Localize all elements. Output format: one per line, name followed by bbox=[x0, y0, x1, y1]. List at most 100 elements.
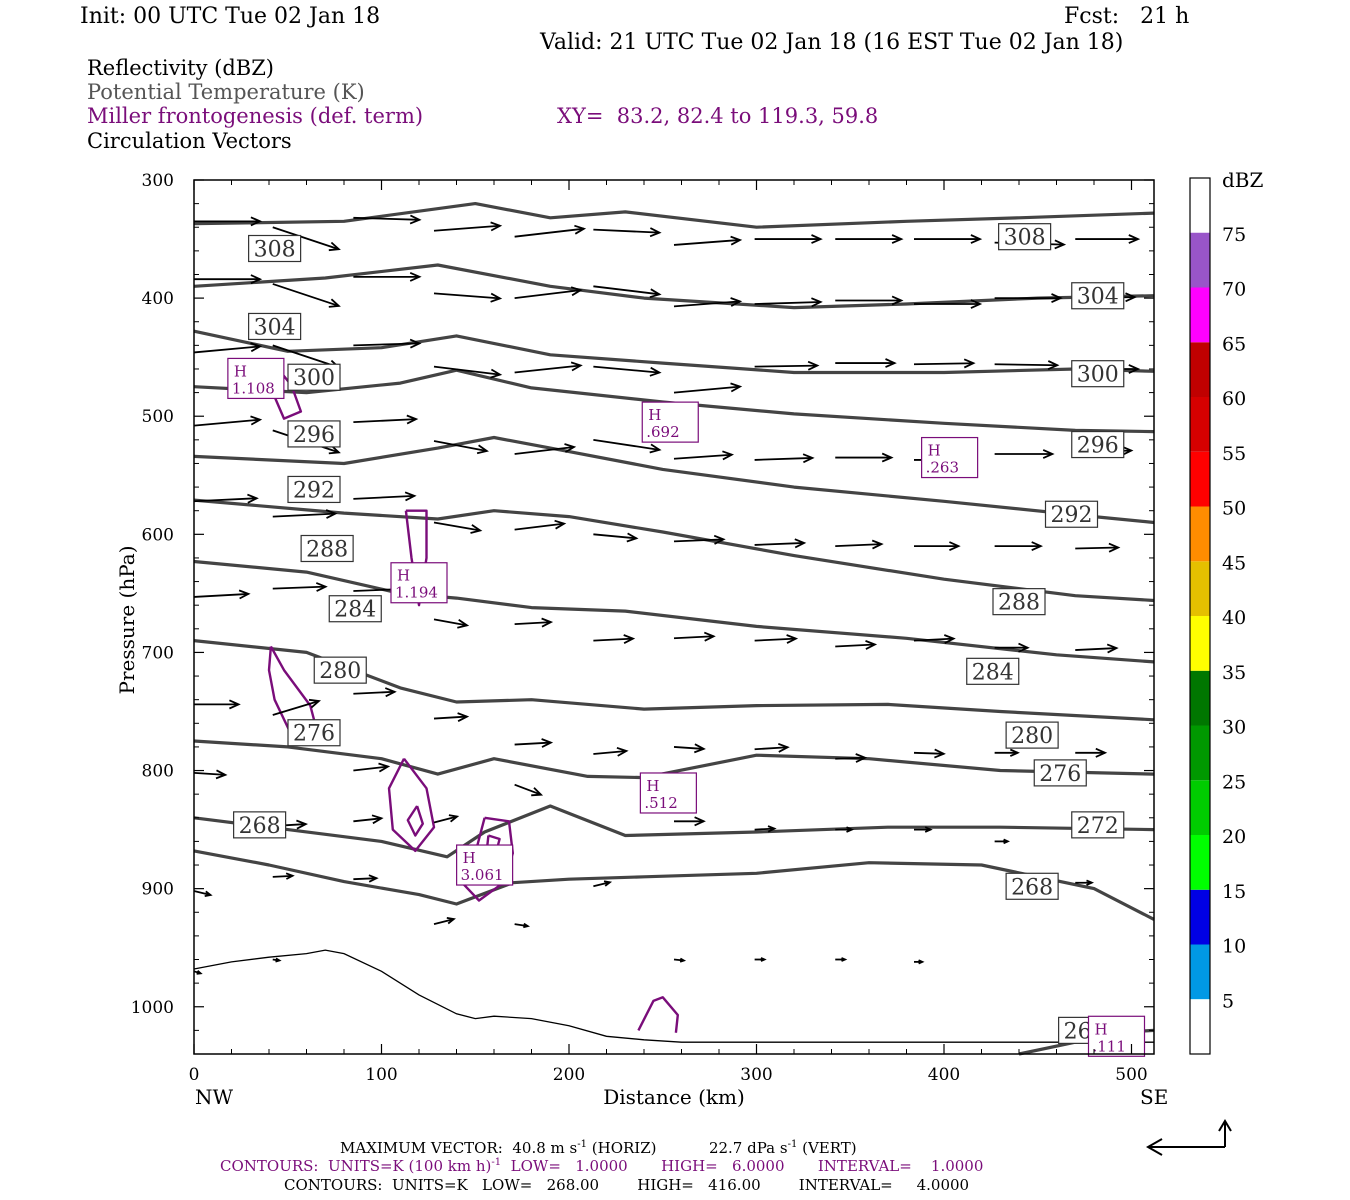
vector-shaft bbox=[433, 815, 458, 824]
x-tick-label: 500 bbox=[1115, 1065, 1147, 1085]
theta-label-text: 268 bbox=[1011, 875, 1053, 900]
vector-head bbox=[807, 360, 820, 371]
vector-head bbox=[1121, 445, 1134, 456]
vector-head bbox=[891, 295, 904, 306]
vector-head bbox=[541, 738, 554, 748]
vector-head bbox=[1047, 360, 1060, 371]
circulation-vector bbox=[593, 746, 629, 757]
vector-shaft bbox=[593, 637, 634, 642]
vector-head bbox=[616, 746, 629, 757]
vector-head bbox=[1095, 747, 1108, 758]
circulation-vector bbox=[754, 234, 823, 244]
circulation-vector bbox=[433, 440, 489, 455]
colorbar-segment bbox=[1190, 451, 1210, 507]
vector-head bbox=[841, 957, 848, 962]
theta-label-box bbox=[248, 312, 302, 341]
circulation-vector bbox=[514, 519, 567, 531]
circulation-vector bbox=[514, 361, 583, 374]
vector-head bbox=[918, 959, 925, 965]
theta-label-text: 288 bbox=[998, 591, 1040, 616]
circulation-vector bbox=[433, 917, 456, 925]
vector-shaft bbox=[193, 772, 226, 776]
vector-head bbox=[623, 634, 636, 644]
vector-head bbox=[855, 753, 868, 763]
vector-head bbox=[846, 826, 855, 833]
circulation-vector bbox=[914, 541, 961, 552]
theta-label-text: 300 bbox=[1077, 363, 1119, 388]
colorbar-tick-label: 35 bbox=[1222, 662, 1246, 684]
vector-shaft bbox=[514, 741, 551, 746]
circulation-vector bbox=[673, 743, 706, 754]
vector-head bbox=[229, 699, 241, 710]
theta-label: 296 bbox=[1071, 430, 1125, 459]
vector-shaft bbox=[193, 418, 261, 427]
theta-label-text: 276 bbox=[1039, 762, 1081, 787]
vector-shaft bbox=[754, 457, 813, 461]
y-tick-label: 800 bbox=[142, 762, 174, 782]
vector-shaft bbox=[433, 440, 487, 452]
theta-label: 276 bbox=[1033, 759, 1087, 787]
forecast-hour-label: Fcst: 21 h bbox=[1064, 4, 1190, 29]
theta-contour-292 bbox=[193, 435, 1155, 525]
x-right-end-label: SE bbox=[1140, 1085, 1168, 1109]
vector-shaft bbox=[193, 345, 261, 354]
y-tick-label: 500 bbox=[142, 407, 174, 427]
theta-label-box bbox=[300, 534, 354, 563]
theta-label-box bbox=[313, 656, 367, 684]
theta-label: 296 bbox=[287, 420, 341, 448]
vector-head bbox=[328, 444, 341, 455]
vector-head bbox=[649, 288, 662, 299]
vector-shaft bbox=[593, 285, 660, 296]
vector-shaft bbox=[272, 226, 340, 251]
vector-head bbox=[215, 769, 228, 780]
x-tick-label: 0 bbox=[189, 1065, 200, 1085]
vector-shaft bbox=[1075, 647, 1117, 651]
vector-head bbox=[250, 216, 263, 227]
frontogenesis-high-label: H.111 bbox=[1087, 1015, 1146, 1057]
colorbar-segment bbox=[1190, 232, 1210, 288]
vector-head bbox=[649, 443, 662, 454]
frontogenesis-high-label: H.692 bbox=[641, 401, 699, 443]
circulation-vector bbox=[353, 874, 379, 883]
vector-shaft bbox=[514, 522, 565, 531]
theta-contours-line: CONTOURS: UNITS=K LOW= 268.00 HIGH= 416.… bbox=[284, 1176, 970, 1194]
vector-head bbox=[760, 957, 767, 962]
circulation-vector bbox=[754, 297, 823, 308]
circulation-vector bbox=[835, 826, 855, 833]
vector-head bbox=[1128, 234, 1141, 244]
theta-contour-300 bbox=[193, 329, 1155, 375]
vector-head bbox=[694, 816, 706, 827]
circulation-vector bbox=[994, 449, 1055, 459]
x-tick-label: 300 bbox=[740, 1065, 772, 1085]
circulation-vector bbox=[433, 814, 460, 824]
circulation-vector bbox=[593, 285, 662, 299]
vector-head bbox=[649, 227, 662, 238]
frontogenesis-high-label: H.512 bbox=[639, 772, 697, 814]
colorbar-tick-label: 65 bbox=[1222, 333, 1246, 355]
vector-head bbox=[490, 221, 503, 232]
vector-head bbox=[315, 582, 328, 592]
high-label-value: .111 bbox=[1093, 1037, 1126, 1055]
circulation-vector bbox=[514, 443, 577, 455]
terrain-line bbox=[193, 949, 1154, 1043]
high-label-box bbox=[456, 844, 514, 886]
high-label-value: .692 bbox=[646, 423, 679, 441]
circulation-vector bbox=[1075, 879, 1095, 886]
colorbar-segment bbox=[1190, 944, 1210, 1000]
theta-label-box bbox=[1071, 811, 1125, 839]
vector-shaft bbox=[514, 289, 581, 300]
vector-head bbox=[713, 534, 726, 545]
circulation-vector bbox=[754, 360, 820, 371]
vector-head bbox=[1042, 449, 1055, 459]
colorbar-tick-label: 45 bbox=[1222, 552, 1246, 574]
colorbar-frame bbox=[1189, 177, 1211, 1055]
high-label-h: H bbox=[234, 362, 247, 380]
circulation-vector bbox=[353, 338, 422, 349]
theta-label: 284 bbox=[328, 595, 382, 623]
circulation-vector bbox=[754, 825, 777, 833]
theta-label: 304 bbox=[248, 312, 302, 341]
vector-head bbox=[730, 297, 743, 307]
circulation-vector bbox=[674, 816, 706, 827]
theta-label-text: 308 bbox=[254, 238, 296, 263]
colorbar-segment bbox=[1190, 670, 1210, 726]
